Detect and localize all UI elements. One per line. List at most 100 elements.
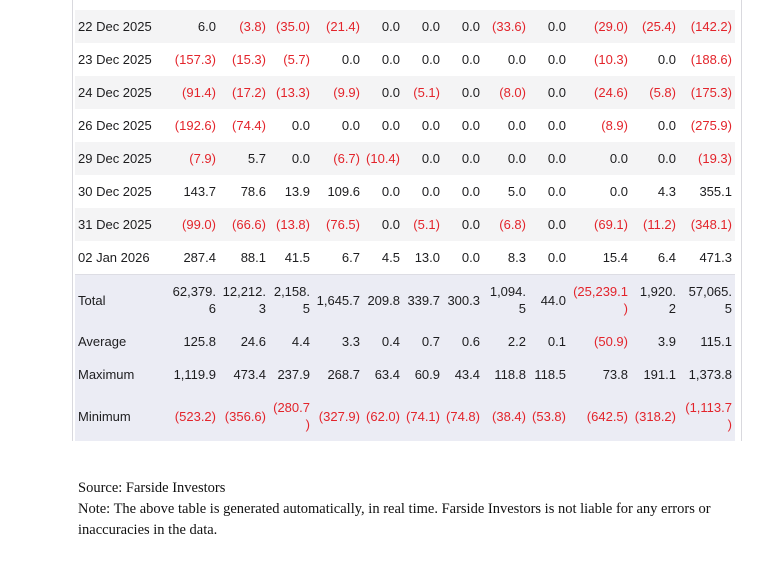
value-cell: (25.4)	[642, 19, 676, 34]
value-cell: 0.4	[381, 334, 400, 349]
value-cell: (74.1)	[406, 408, 440, 424]
value-cell: 41.5	[284, 250, 310, 265]
value-cell: 0.0	[461, 118, 480, 133]
value-cell: 3.3	[341, 334, 360, 349]
value-cell: 0.0	[547, 118, 566, 133]
value-cell: 44.0	[529, 274, 569, 325]
value-cell: 118.8	[494, 367, 526, 382]
summary-row-minimum: Minimum (523.2) (356.6) (280.7) (327.9) (62.0…	[75, 391, 735, 441]
value-cell: 0.0	[461, 217, 480, 232]
value-cell: (10.4)	[366, 151, 400, 166]
value-cell: 0.0	[507, 52, 526, 67]
value-cell: (6.8)	[499, 217, 526, 232]
value-cell: 0.0	[547, 85, 566, 100]
date-cell: 30 Dec 2025	[78, 184, 152, 199]
summary-label: Total	[75, 274, 167, 325]
value-cell: (69.1)	[594, 217, 628, 232]
value-cell: 0.0	[381, 52, 400, 67]
date-cell: 31 Dec 2025	[78, 217, 152, 232]
value-cell: 0.6	[461, 334, 480, 349]
date-cell: 26 Dec 2025	[78, 118, 152, 133]
date-cell: 22 Dec 2025	[78, 19, 152, 34]
table-row: 24 Dec 2025 (91.4) (17.2) (13.3) (9.9) 0.0 (5.…	[75, 76, 735, 109]
value-cell: (99.0)	[182, 217, 216, 232]
value-cell: (74.4)	[232, 118, 266, 133]
value-cell: 0.0	[547, 19, 566, 34]
table-row: 23 Dec 2025 (157.3) (15.3) (5.7) 0.0 0.0 0.0 0.…	[75, 43, 735, 76]
date-cell: 24 Dec 2025	[78, 85, 152, 100]
value-cell: (642.5)	[586, 408, 628, 424]
value-cell: (6.7)	[333, 151, 360, 166]
value-cell: 471.3	[699, 250, 732, 265]
value-cell: 0.0	[609, 184, 628, 199]
value-cell: 191.1	[643, 367, 676, 382]
date-cell: 29 Dec 2025	[78, 151, 152, 166]
value-cell: 2.2	[507, 334, 526, 349]
value-cell: (13.8)	[276, 217, 310, 232]
value-cell: (175.3)	[690, 85, 732, 100]
value-cell: 0.0	[381, 217, 400, 232]
value-cell: 0.0	[421, 151, 440, 166]
value-cell: (15.3)	[232, 52, 266, 67]
value-cell: 143.7	[183, 184, 216, 199]
table-row: 02 Jan 2026 287.4 88.1 41.5 6.7 4.5 13.0 0.0 8.3…	[75, 241, 735, 275]
value-cell: (62.0)	[366, 408, 400, 424]
value-cell: (5.8)	[649, 85, 676, 100]
value-cell: (35.0)	[276, 19, 310, 34]
value-cell: 0.0	[507, 118, 526, 133]
value-cell: 73.8	[602, 367, 628, 382]
value-cell: (21.4)	[326, 19, 360, 34]
value-cell: 2,158.5	[269, 274, 313, 325]
value-cell: (17.2)	[232, 85, 266, 100]
value-cell: (5.1)	[413, 217, 440, 232]
value-cell: 4.5	[381, 250, 400, 265]
value-cell: 118.5	[534, 367, 566, 382]
value-cell: 0.0	[421, 52, 440, 67]
value-cell: 115.1	[700, 334, 732, 349]
value-cell: (1,113.7)	[685, 400, 732, 432]
value-cell: 0.0	[291, 118, 310, 133]
value-cell: 0.0	[461, 250, 480, 265]
value-cell: 0.0	[291, 151, 310, 166]
value-cell: 13.0	[414, 250, 440, 265]
value-cell: (280.7)	[273, 400, 310, 432]
summary-row-total: Total 62,379.6 12,212.3 2,158.5 1,645.7 209.8…	[75, 274, 735, 325]
value-cell: 209.8	[363, 274, 403, 325]
value-cell: 60.9	[414, 367, 440, 382]
value-cell: (38.4)	[492, 408, 526, 424]
value-cell: (66.6)	[232, 217, 266, 232]
value-cell: (348.1)	[690, 217, 732, 232]
value-cell: 0.0	[657, 52, 676, 67]
value-cell: 0.0	[609, 151, 628, 166]
value-cell: 1,373.8	[688, 367, 732, 382]
value-cell: (50.9)	[594, 334, 628, 349]
value-cell: 5.7	[247, 151, 266, 166]
value-cell: 0.7	[421, 334, 440, 349]
value-cell: 1,920.2	[631, 274, 679, 325]
value-cell: 109.6	[327, 184, 360, 199]
table-row: 29 Dec 2025 (7.9) 5.7 0.0 (6.7) (10.4) 0.0 0.0 0…	[75, 142, 735, 175]
value-cell: 5.0	[507, 184, 526, 199]
value-cell: (10.3)	[594, 52, 628, 67]
value-cell: (192.6)	[174, 118, 216, 133]
value-cell: 78.6	[240, 184, 266, 199]
value-cell: 0.0	[547, 217, 566, 232]
value-cell: 6.4	[657, 250, 676, 265]
disclaimer-note: Note: The above table is generated autom…	[78, 501, 711, 538]
value-cell: (157.3)	[174, 52, 216, 67]
value-cell: 43.4	[454, 367, 480, 382]
value-cell: (188.6)	[690, 52, 732, 67]
value-cell: 1,119.9	[173, 367, 216, 382]
value-cell: 268.7	[327, 367, 360, 382]
value-cell: 0.0	[547, 52, 566, 67]
value-cell: 300.3	[443, 274, 483, 325]
value-cell: 473.4	[233, 367, 266, 382]
value-cell: 125.8	[183, 334, 216, 349]
date-rows-body: 22 Dec 2025 6.0 (3.8) (35.0) (21.4) 0.0 0.0 0.0…	[75, 10, 735, 275]
date-cell: 23 Dec 2025	[78, 52, 152, 67]
summary-label: Minimum	[78, 408, 131, 424]
source-note: Source: Farside Investors	[78, 480, 226, 496]
value-cell: 1,094.5	[483, 274, 529, 325]
value-cell: 0.0	[421, 19, 440, 34]
